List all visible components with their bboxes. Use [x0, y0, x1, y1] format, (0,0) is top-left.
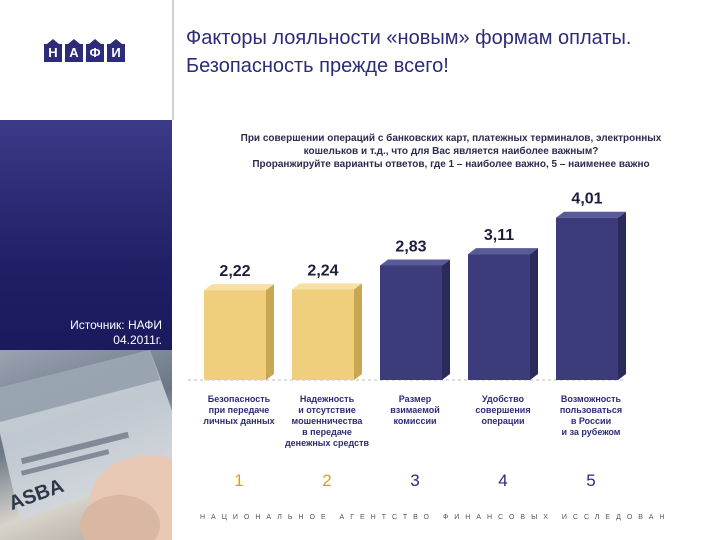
sidebar-logo-area: Н А Ф И: [0, 0, 172, 120]
category-label: совершения: [475, 405, 530, 415]
category-label: личных данных: [203, 416, 274, 426]
page-title: Факторы лояльности «новым» формам оплаты…: [186, 27, 632, 77]
rank-label: 2: [322, 471, 331, 490]
bar-value-label: 3,11: [484, 227, 514, 244]
category-label: операции: [481, 416, 524, 426]
question-line: При совершении операций с банковских кар…: [240, 133, 662, 144]
category-label: в России: [571, 416, 611, 426]
card-photo-illustration: ASBA: [0, 350, 172, 540]
bar: [556, 217, 618, 380]
rank-label: 4: [498, 471, 507, 490]
question-line: Проранжируйте варианты ответов, где 1 – …: [252, 159, 650, 170]
bar-side: [266, 284, 274, 380]
source-date: 04.2011г.: [113, 333, 162, 347]
bar-side: [618, 211, 626, 380]
logo-letter: Н: [44, 39, 62, 62]
category-label: взимаемой: [390, 405, 440, 415]
rank-label: 3: [410, 471, 419, 490]
category-label: и за рубежом: [562, 427, 621, 437]
logo: Н А Ф И: [44, 39, 125, 62]
bar-side: [442, 259, 450, 380]
category-label: и отсутствие: [298, 405, 356, 415]
bar-top: [204, 284, 274, 291]
category-label: Безопасность: [208, 394, 271, 404]
header-divider: [172, 0, 174, 120]
category-label: в передаче: [302, 427, 352, 437]
survey-question: При совершении операций с банковских кар…: [190, 132, 712, 171]
category-label: мошенничества: [292, 416, 364, 426]
logo-letter: И: [107, 39, 125, 62]
category-label: Надежность: [300, 394, 355, 404]
sidebar-blue-panel: [0, 120, 172, 370]
category-label: Размер: [399, 394, 432, 404]
rank-label: 5: [586, 471, 595, 490]
category-label: при передаче: [209, 405, 270, 415]
bar: [204, 290, 266, 380]
bar-top: [380, 259, 450, 266]
bar-side: [354, 283, 362, 380]
logo-letter: А: [65, 39, 83, 62]
category-label: комиссии: [393, 416, 436, 426]
category-label: денежных средств: [285, 438, 370, 448]
logo-letter: Ф: [86, 39, 104, 62]
bar-top: [468, 248, 538, 255]
bar: [468, 254, 530, 380]
bar-top: [556, 211, 626, 218]
bar-value-label: 2,22: [219, 263, 250, 280]
category-label: Удобство: [482, 394, 525, 404]
rank-label: 1: [234, 471, 243, 490]
bar-top: [292, 283, 362, 290]
bar-value-label: 2,24: [307, 262, 338, 279]
category-label: Возможность: [561, 394, 622, 404]
bar: [292, 289, 354, 380]
bar-value-label: 2,83: [395, 238, 426, 255]
sidebar: Н А Ф И ASBA Источник: НАФИ 04.2011г.: [0, 0, 172, 540]
footer-agency-name: НАЦИОНАЛЬНОЕ АГЕНТСТВО ФИНАНСОВЫХ ИССЛЕД…: [200, 514, 670, 521]
bar-side: [530, 248, 538, 380]
source-note: Источник: НАФИ 04.2011г.: [12, 318, 162, 348]
bar: [380, 265, 442, 380]
source-line: Источник: НАФИ: [70, 318, 162, 332]
question-line: кошельков и т.д., что для Вас является н…: [303, 146, 599, 157]
card-photo: ASBA: [0, 350, 172, 540]
bar-value-label: 4,01: [571, 191, 602, 208]
category-label: пользоваться: [560, 405, 622, 415]
